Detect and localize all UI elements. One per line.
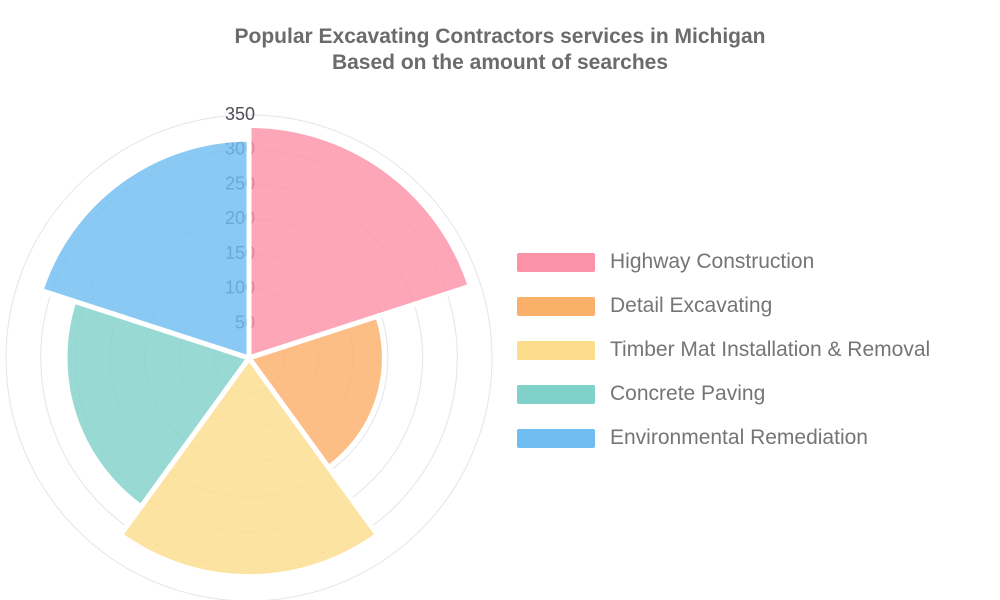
radial-tick-label-350: 350	[225, 104, 255, 124]
chart-title: Popular Excavating Contractors services …	[0, 24, 1000, 76]
sector-highway-construction	[246, 122, 473, 361]
legend-item: Timber Mat Installation & Removal	[517, 338, 930, 362]
legend-swatch	[517, 296, 595, 316]
legend-swatch	[517, 252, 595, 272]
legend-swatch	[517, 384, 595, 404]
sector-timber-mat-installation-removal	[118, 355, 380, 580]
chart-title-line1: Popular Excavating Contractors services …	[234, 25, 766, 48]
legend-label: Concrete Paving	[610, 382, 766, 405]
legend-item: Concrete Paving	[517, 382, 930, 406]
sector-concrete-paving	[62, 298, 252, 510]
legend-item: Environmental Remediation	[517, 426, 930, 450]
sector-environmental-remediation	[38, 136, 252, 361]
legend: Highway Construction Detail Excavating Tim…	[517, 250, 930, 470]
legend-item: Highway Construction	[517, 250, 930, 274]
legend-swatch	[517, 428, 595, 448]
legend-label: Timber Mat Installation & Removal	[610, 338, 931, 361]
grid-circle-350	[5, 114, 493, 600]
legend-label: Detail Excavating	[610, 294, 773, 317]
legend-swatch	[517, 340, 595, 360]
legend-item: Detail Excavating	[517, 294, 930, 318]
legend-label: Highway Construction	[610, 250, 815, 273]
sectors	[38, 122, 473, 580]
sector-detail-excavating	[246, 313, 387, 470]
chart-title-line2: Based on the amount of searches	[331, 51, 669, 74]
legend-label: Environmental Remediation	[610, 426, 868, 449]
